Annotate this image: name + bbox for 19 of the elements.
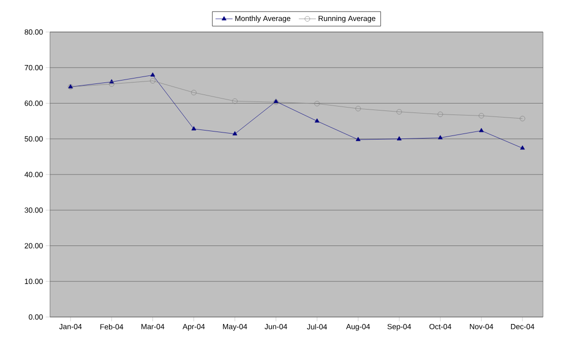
point bbox=[232, 98, 238, 104]
point bbox=[396, 109, 402, 114]
point bbox=[478, 113, 484, 118]
point bbox=[314, 118, 320, 123]
point bbox=[150, 78, 156, 84]
point bbox=[520, 145, 525, 150]
point bbox=[520, 116, 526, 122]
point bbox=[191, 126, 196, 130]
point bbox=[355, 106, 361, 112]
point bbox=[438, 135, 443, 140]
point bbox=[150, 72, 156, 77]
point bbox=[396, 136, 402, 140]
point bbox=[479, 128, 484, 132]
point bbox=[438, 112, 443, 117]
point bbox=[314, 100, 320, 106]
point bbox=[108, 81, 114, 87]
point bbox=[232, 131, 238, 136]
point bbox=[191, 90, 196, 96]
point bbox=[356, 136, 360, 142]
